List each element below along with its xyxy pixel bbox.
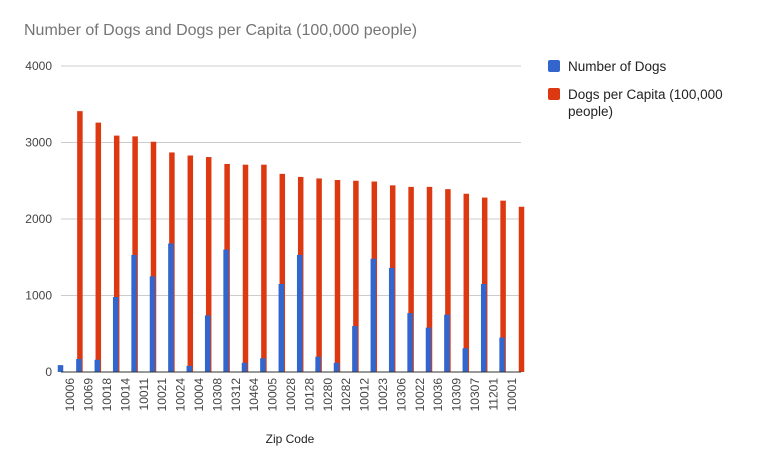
x-tick-label: 10280 [321, 378, 335, 412]
x-tick-label: 10312 [229, 378, 243, 412]
bar-number-of-dogs [407, 313, 413, 372]
bar-dogs-per-capita [132, 136, 138, 372]
bar-dogs-per-capita [77, 111, 83, 372]
x-tick-label: 10024 [174, 378, 188, 412]
bar-number-of-dogs [480, 284, 487, 372]
bar-dogs-per-capita [500, 200, 506, 372]
bar-number-of-dogs [168, 243, 174, 372]
x-tick-label: 10128 [302, 378, 316, 412]
x-tick-label: 10069 [82, 378, 96, 412]
bar-dogs-per-capita [316, 178, 322, 372]
bar-dogs-per-capita [463, 193, 470, 372]
legend-item-number-of-dogs[interactable]: Number of Dogs [548, 58, 753, 75]
bar-number-of-dogs [112, 297, 119, 372]
x-tick-label: 10012 [358, 378, 372, 412]
x-tick-label: 10036 [431, 378, 445, 412]
x-tick-label: 10309 [450, 378, 464, 412]
y-axis-ticks: 0 1000 2000 3000 4000 [25, 59, 52, 379]
x-tick-label: 10306 [394, 378, 408, 412]
bar-number-of-dogs [76, 358, 82, 372]
y-tick-label: 2000 [25, 212, 52, 226]
x-tick-label: 10308 [210, 378, 224, 412]
bar-dogs-per-capita [426, 186, 433, 372]
bar-number-of-dogs [352, 326, 358, 372]
bar-dogs-per-capita [334, 179, 341, 372]
x-tick-label: 10018 [100, 378, 114, 412]
chart-title: Number of Dogs and Dogs per Capita (100,… [24, 22, 418, 39]
x-tick-label: 10464 [247, 378, 261, 412]
bar-dogs-per-capita [353, 180, 359, 372]
bar-dogs-per-capita [445, 189, 451, 372]
x-tick-label: 11201 [486, 378, 500, 411]
bar-number-of-dogs [444, 314, 450, 372]
y-tick-label: 4000 [25, 59, 52, 73]
bar-dogs-per-capita [408, 186, 414, 372]
x-tick-label: 10004 [192, 378, 206, 412]
x-tick-label: 10028 [284, 378, 298, 412]
legend-item-dogs-per-capita[interactable]: Dogs per Capita (100,000 people) [548, 86, 753, 120]
legend-swatch-dogs-per-capita [548, 88, 560, 100]
bar-number-of-dogs [131, 254, 137, 372]
y-tick-label: 0 [45, 365, 52, 379]
bar-number-of-dogs [315, 356, 321, 372]
bar-dogs-per-capita [279, 173, 286, 372]
bar-number-of-dogs [333, 362, 340, 372]
x-tick-label: 10282 [339, 378, 353, 412]
bar-number-of-dogs [388, 267, 395, 372]
bar-number-of-dogs [204, 315, 211, 372]
bars [57, 111, 525, 372]
bar-number-of-dogs [425, 327, 432, 372]
x-tick-label: 10005 [266, 378, 280, 412]
bar-dogs-per-capita [113, 135, 120, 372]
bar-dogs-per-capita [187, 155, 194, 372]
x-tick-label: 10006 [63, 378, 77, 412]
bar-number-of-dogs [186, 365, 193, 372]
bar-number-of-dogs [241, 362, 248, 372]
bar-number-of-dogs [57, 365, 64, 372]
bar-dogs-per-capita [205, 157, 212, 372]
bar-number-of-dogs [278, 284, 285, 372]
bar-dogs-per-capita [242, 164, 249, 372]
bar-number-of-dogs [94, 359, 101, 372]
x-tick-label: 10021 [155, 378, 169, 412]
legend-label: Dogs per Capita (100,000 people) [568, 87, 723, 119]
bar-number-of-dogs [223, 249, 229, 372]
bar-number-of-dogs [149, 276, 156, 372]
bar-number-of-dogs [499, 337, 505, 372]
y-tick-label: 3000 [25, 136, 52, 150]
bar-number-of-dogs [462, 348, 469, 372]
bar-number-of-dogs [296, 254, 303, 372]
legend-swatch-number-of-dogs [548, 60, 560, 72]
bar-dogs-per-capita [261, 164, 267, 372]
legend: Number of Dogs Dogs per Capita (100,000 … [548, 58, 753, 131]
y-tick-label: 1000 [25, 289, 52, 303]
bar-dogs-per-capita [518, 206, 525, 372]
bar-number-of-dogs [370, 258, 377, 372]
gridlines [61, 65, 521, 296]
x-tick-label: 10011 [137, 378, 151, 411]
bar-number-of-dogs [260, 358, 266, 372]
x-tick-label: 10023 [376, 378, 390, 412]
x-tick-label: 10014 [118, 378, 132, 412]
x-tick-label: 10022 [413, 378, 427, 412]
bar-dogs-per-capita [95, 122, 102, 372]
legend-label: Number of Dogs [568, 59, 667, 74]
x-axis-title: Zip Code [265, 432, 315, 446]
x-tick-label: 10307 [468, 378, 482, 412]
bar-dogs-per-capita [150, 141, 157, 372]
x-axis-ticks: 10006 10069 10018 10014 10011 10021 10024 10004… [63, 378, 519, 412]
x-tick-label: 10001 [505, 378, 519, 412]
